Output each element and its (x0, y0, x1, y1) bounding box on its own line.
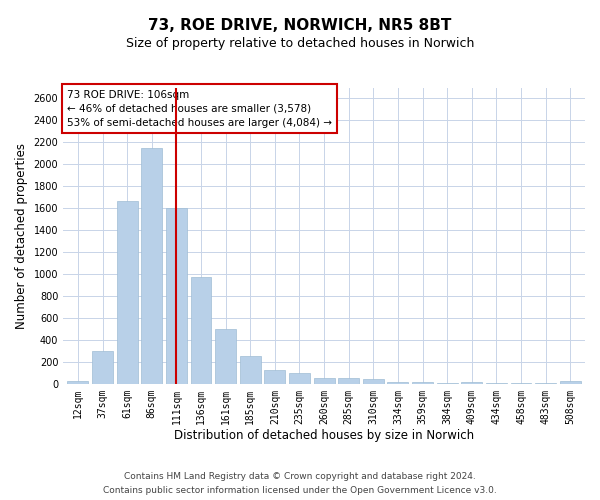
Bar (117, 200, 137, 384)
Text: 73, ROE DRIVE, NORWICH, NR5 8BT: 73, ROE DRIVE, NORWICH, NR5 8BT (148, 18, 452, 32)
Bar (314, 378, 335, 384)
Bar (412, 382, 433, 384)
Bar (289, 373, 310, 384)
Bar (486, 383, 507, 384)
Bar (191, 278, 211, 384)
Bar (240, 356, 261, 384)
Bar (461, 382, 482, 384)
Text: 73 ROE DRIVE: 106sqm
← 46% of detached houses are smaller (3,578)
53% of semi-de: 73 ROE DRIVE: 106sqm ← 46% of detached h… (67, 90, 332, 128)
Y-axis label: Number of detached properties: Number of detached properties (15, 142, 28, 328)
Bar (166, 208, 187, 384)
Bar (363, 380, 384, 384)
Bar (338, 378, 359, 384)
X-axis label: Distribution of detached houses by size in Norwich: Distribution of detached houses by size … (174, 430, 474, 442)
Bar (67, 381, 88, 384)
Bar (535, 383, 556, 384)
Bar (388, 382, 409, 384)
Text: Size of property relative to detached houses in Norwich: Size of property relative to detached ho… (126, 38, 474, 51)
Bar (92, 351, 113, 384)
Bar (437, 383, 458, 384)
Bar (215, 329, 236, 384)
Bar (142, 148, 162, 384)
Bar (511, 383, 532, 384)
Text: Contains public sector information licensed under the Open Government Licence v3: Contains public sector information licen… (103, 486, 497, 495)
Bar (560, 381, 581, 384)
Bar (265, 370, 286, 384)
Text: Contains HM Land Registry data © Crown copyright and database right 2024.: Contains HM Land Registry data © Crown c… (124, 472, 476, 481)
